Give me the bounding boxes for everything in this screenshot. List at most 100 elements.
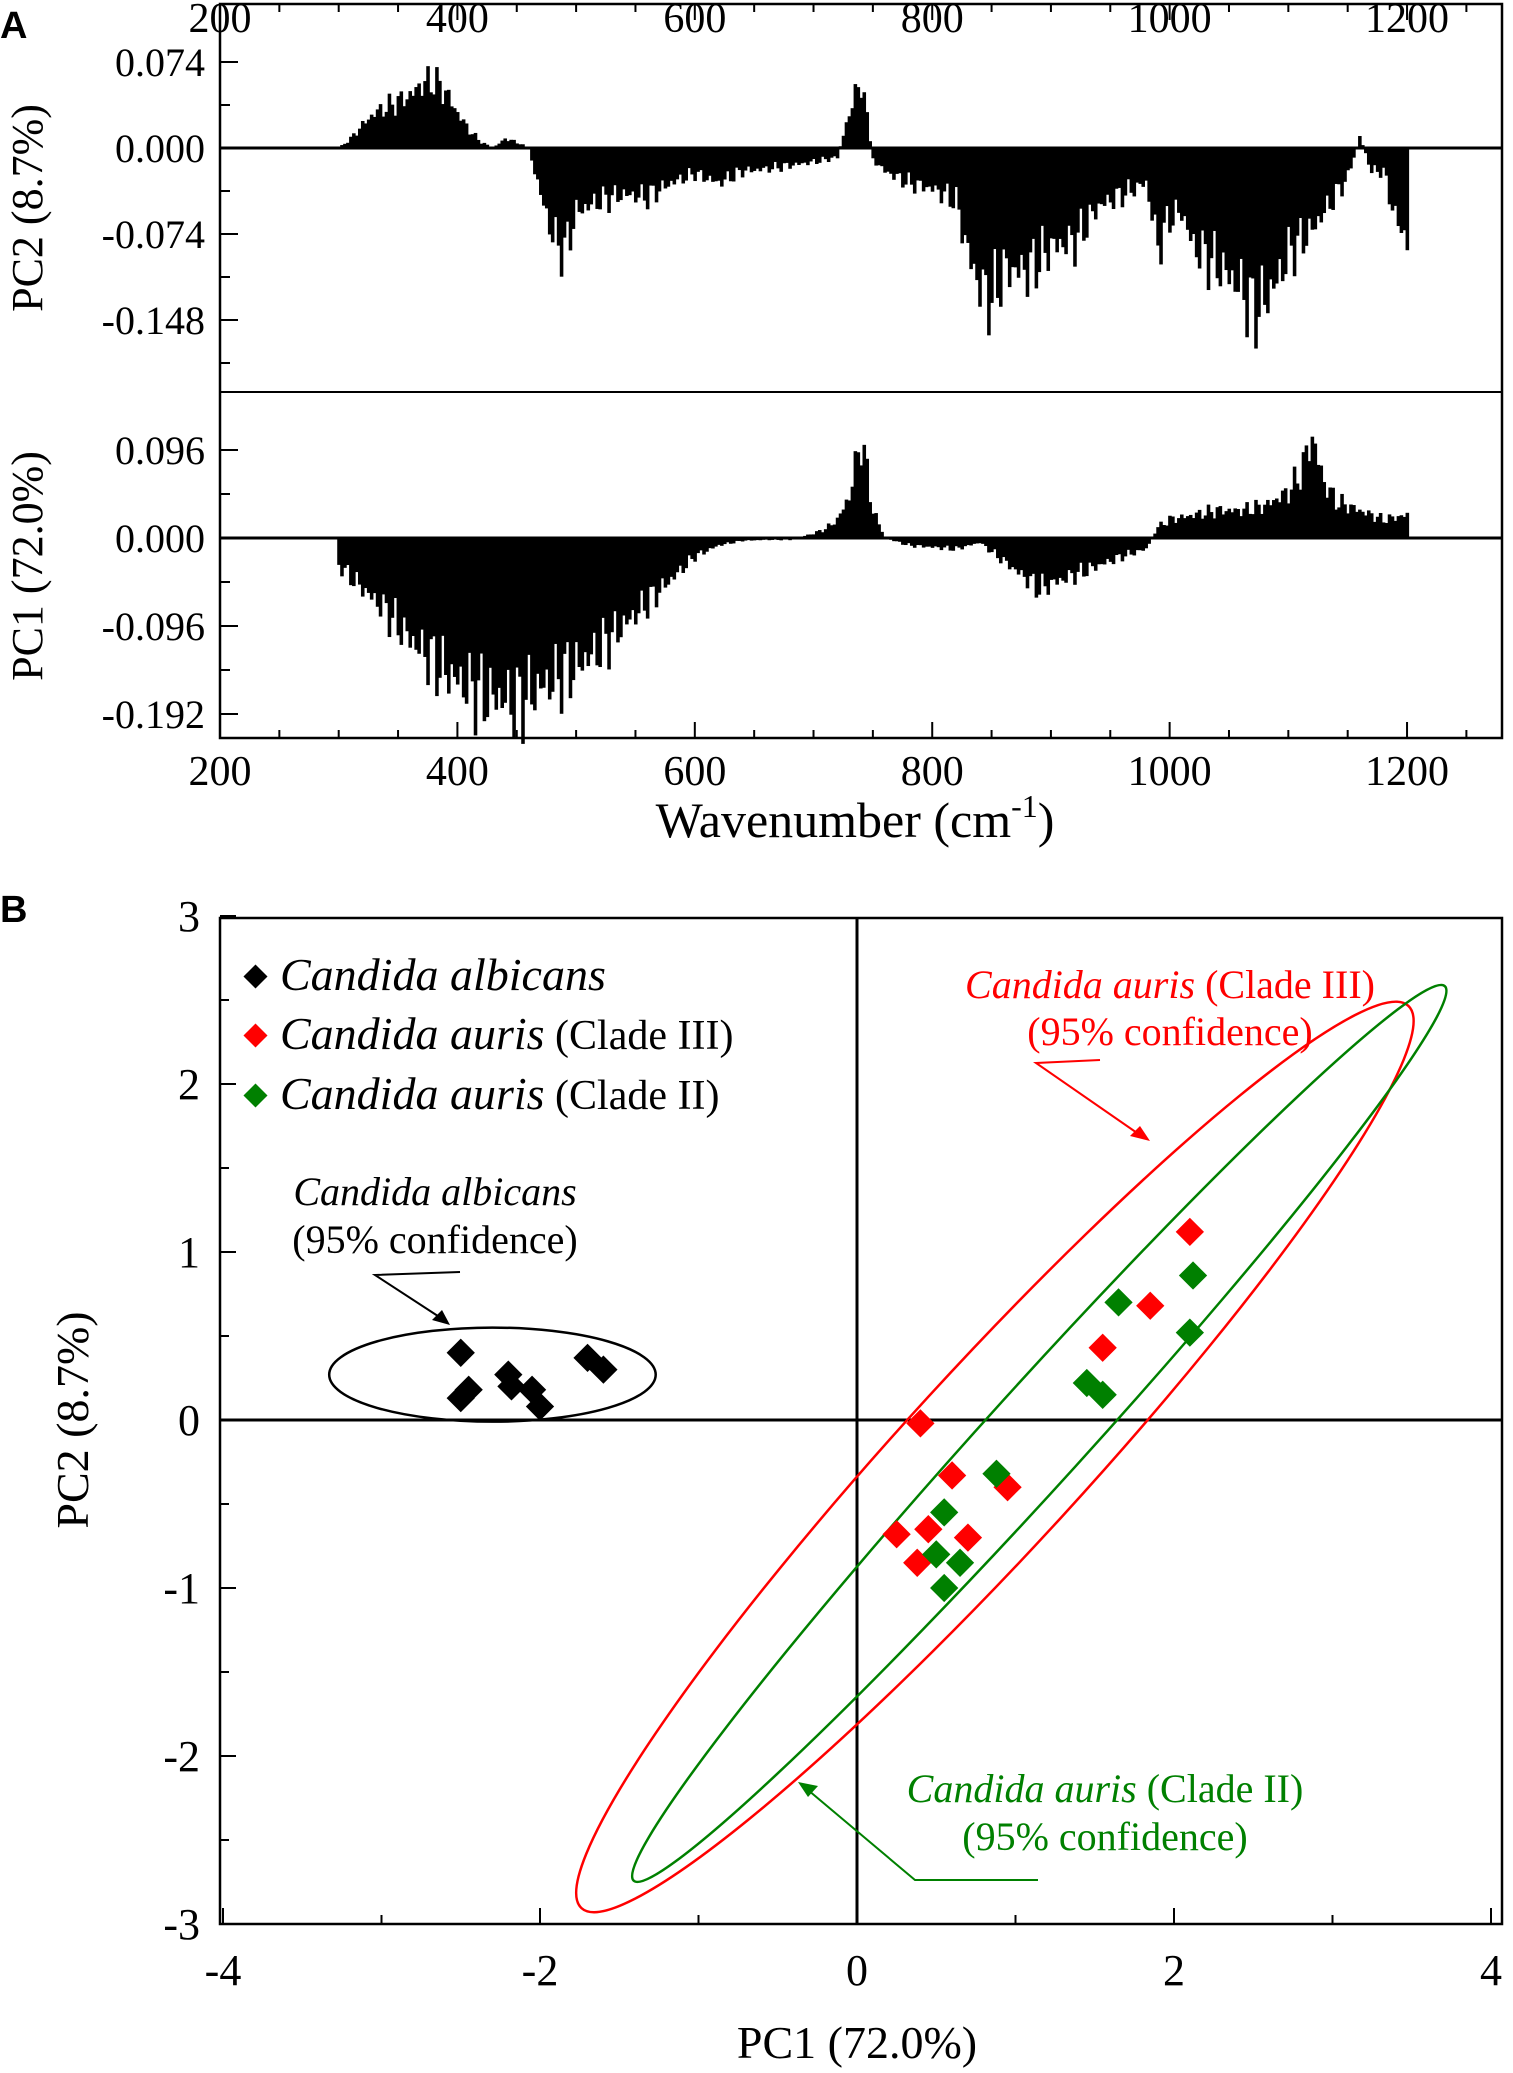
- pc1-bar: [435, 538, 439, 697]
- pc2-bar: [470, 134, 475, 148]
- pc2-bar: [515, 143, 519, 148]
- pc2-bar: [1396, 148, 1401, 227]
- pc1-bar: [1019, 538, 1024, 571]
- pc1-bar: [503, 538, 507, 703]
- pc1-bar: [909, 538, 914, 546]
- pc2-bar: [844, 122, 849, 148]
- panel-a-label: A: [0, 5, 27, 47]
- pc1-bar: [565, 538, 570, 643]
- pc1-bar: [1120, 538, 1125, 562]
- pc1-bar: [420, 538, 424, 630]
- data-point-albicans: [497, 1372, 526, 1401]
- pc1-bar: [812, 534, 816, 538]
- pc2-bar: [601, 148, 605, 187]
- pc1-bar: [969, 538, 973, 546]
- pc1-bar: [405, 538, 410, 632]
- pc1-bar: [1352, 505, 1356, 538]
- pc1-bar: [850, 486, 855, 538]
- pc1-bar: [1212, 518, 1217, 538]
- pc1-bar: [628, 538, 632, 620]
- pc1-bar: [1200, 518, 1205, 538]
- pc1-bar: [904, 538, 908, 546]
- pc2-bar: [1010, 148, 1015, 268]
- pc2-bar: [1031, 148, 1036, 239]
- pc1-bar: [1209, 512, 1214, 538]
- pc1-bar: [1206, 504, 1211, 538]
- pc2-bar: [1286, 148, 1291, 227]
- pc2-bar: [636, 148, 641, 198]
- pc1-bar: [957, 538, 962, 548]
- pc1-bar: [1099, 538, 1104, 565]
- pc2-bar: [592, 148, 597, 194]
- annotation-leader-line: [807, 1789, 1038, 1881]
- pc2-bar: [1254, 148, 1258, 349]
- pc1-bar: [1277, 502, 1282, 538]
- pc2-bar: [1037, 148, 1042, 273]
- pc1-bar: [393, 538, 398, 599]
- pc2-bar: [589, 148, 594, 205]
- panel-a-frame: [218, 2, 1504, 740]
- pc2-bar: [536, 148, 540, 180]
- pc2-bar: [954, 148, 959, 188]
- confidence-ellipses: [327, 983, 1448, 1914]
- pc2-bar: [853, 84, 858, 148]
- pc2-bar: [987, 148, 991, 336]
- pc1-bar: [927, 538, 932, 547]
- pc1-tick-label: 0.000: [115, 516, 205, 561]
- pc1-bar: [1117, 538, 1122, 555]
- pc1-bar: [1022, 538, 1027, 577]
- pc1-bar: [1016, 538, 1021, 575]
- bottom-tick-label: 200: [189, 749, 252, 795]
- pc2-bar: [1328, 148, 1332, 209]
- pc1-bar: [384, 538, 389, 604]
- pc1-bar: [610, 538, 614, 633]
- pc1-bar: [1156, 527, 1160, 538]
- pc1-bar: [809, 534, 813, 538]
- pc1-bar: [829, 525, 834, 538]
- pc2-bar: [1274, 148, 1279, 284]
- pc2-bar: [512, 139, 516, 148]
- pc2-bar: [1171, 148, 1175, 226]
- pc1-bar: [990, 538, 994, 553]
- pc1-bar: [1180, 514, 1184, 538]
- pc1-bar: [1322, 482, 1327, 538]
- pc1-bar: [1227, 508, 1232, 538]
- pc2-bar: [1191, 148, 1196, 235]
- pc1-bar: [660, 538, 665, 579]
- data-point-clade-iii: [937, 1461, 967, 1490]
- pc2-bar: [384, 111, 389, 148]
- pc2-bar: [402, 106, 407, 148]
- pc2-bar: [1280, 148, 1285, 282]
- data-point-clade-iii: [953, 1523, 983, 1552]
- data-point-clade-iii: [1136, 1291, 1165, 1320]
- data-point-albicans: [446, 1338, 475, 1367]
- pc2-bar: [1292, 148, 1297, 277]
- pc2-bar: [918, 148, 923, 181]
- pc1-bar: [1073, 538, 1077, 585]
- pc2-bar: [990, 148, 994, 303]
- pc2-bar: [1399, 148, 1404, 233]
- pc2-bar: [711, 148, 715, 182]
- pc1-bar: [449, 538, 454, 665]
- pc1-bar: [1025, 538, 1030, 589]
- pc1-bar: [859, 465, 864, 538]
- pc1-bar: [948, 538, 953, 551]
- pc1-bar: [725, 538, 730, 543]
- pc2-bar: [1269, 148, 1273, 280]
- pc2-bar: [360, 120, 365, 148]
- pc2-bar: [521, 144, 525, 148]
- legend-label: Candida albicans: [280, 949, 606, 1000]
- pc2-bar: [728, 148, 733, 182]
- pc1-bar: [1085, 538, 1089, 577]
- pc2-bar: [978, 148, 982, 307]
- pc1-bar: [645, 538, 650, 619]
- pc2-bar: [476, 139, 481, 148]
- pc2-bar: [1001, 148, 1006, 250]
- pc2-bar: [957, 148, 962, 210]
- data-point-clade-iii: [882, 1520, 911, 1549]
- pc2-bar: [960, 148, 964, 244]
- pc2-bar: [455, 112, 460, 148]
- legend-entry-albicans: Candida albicans: [243, 949, 606, 1000]
- pc2-bar: [1277, 148, 1282, 260]
- pc2-bar: [366, 119, 371, 148]
